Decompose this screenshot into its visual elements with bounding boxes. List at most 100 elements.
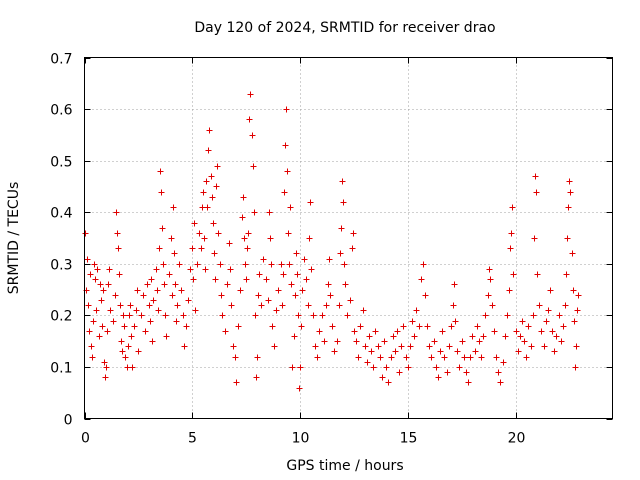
data-point xyxy=(87,271,94,278)
data-point xyxy=(285,230,292,237)
data-point xyxy=(242,261,249,268)
data-point xyxy=(96,333,103,340)
data-point xyxy=(222,328,229,335)
data-point xyxy=(433,364,440,371)
data-point xyxy=(106,266,113,273)
data-point xyxy=(409,318,416,325)
y-tick-label: 0.2 xyxy=(50,309,72,325)
y-tick-label: 0 xyxy=(64,413,73,429)
y-tick-label: 0.5 xyxy=(50,155,72,171)
data-point xyxy=(413,307,420,314)
data-point xyxy=(282,142,289,149)
data-point xyxy=(536,302,543,309)
data-point xyxy=(305,302,312,309)
data-point xyxy=(424,323,431,330)
data-point xyxy=(517,333,524,340)
data-point xyxy=(114,230,121,237)
data-point xyxy=(336,302,343,309)
data-point xyxy=(478,354,485,361)
data-point xyxy=(491,328,498,335)
data-point xyxy=(280,271,287,278)
data-point xyxy=(558,338,565,345)
data-point xyxy=(204,204,211,211)
data-point xyxy=(161,281,168,288)
data-point xyxy=(84,256,91,263)
y-tick-label: 0.1 xyxy=(50,361,72,377)
data-point xyxy=(176,261,183,268)
data-point xyxy=(148,276,155,283)
data-point xyxy=(254,354,261,361)
data-point xyxy=(196,230,203,237)
data-point xyxy=(85,302,92,309)
data-point xyxy=(267,235,274,242)
data-point xyxy=(157,168,164,175)
data-point xyxy=(341,261,348,268)
data-point xyxy=(122,354,129,361)
data-point xyxy=(232,354,239,361)
data-point xyxy=(120,312,127,319)
data-point xyxy=(208,173,215,180)
data-point xyxy=(504,312,511,319)
data-point xyxy=(467,354,474,361)
data-point xyxy=(525,323,532,330)
data-point xyxy=(190,276,197,283)
data-point xyxy=(189,245,196,252)
data-point xyxy=(306,235,313,242)
data-point xyxy=(228,302,235,309)
data-point xyxy=(515,348,522,355)
data-point xyxy=(283,106,290,113)
data-point xyxy=(235,323,242,330)
data-point xyxy=(174,302,181,309)
data-point xyxy=(142,328,149,335)
data-point xyxy=(339,178,346,185)
data-point xyxy=(431,338,438,345)
data-point xyxy=(260,256,267,263)
data-point xyxy=(567,189,574,196)
data-point xyxy=(287,204,294,211)
data-point xyxy=(279,302,286,309)
data-point xyxy=(396,369,403,376)
data-point xyxy=(88,343,95,350)
data-point xyxy=(94,266,101,273)
data-point xyxy=(162,312,169,319)
data-point xyxy=(312,343,319,350)
data-point xyxy=(400,323,407,330)
data-point xyxy=(392,348,399,355)
data-point xyxy=(178,287,185,294)
data-point xyxy=(364,359,371,366)
data-point xyxy=(110,318,117,325)
data-point xyxy=(191,220,198,227)
data-point xyxy=(543,318,550,325)
data-point xyxy=(146,302,153,309)
data-point xyxy=(90,318,97,325)
data-point xyxy=(115,245,122,252)
y-tick-label: 0.4 xyxy=(50,206,72,222)
data-point xyxy=(170,204,177,211)
data-point xyxy=(533,189,540,196)
data-point xyxy=(187,266,194,273)
data-point xyxy=(117,302,124,309)
data-point xyxy=(265,297,272,304)
data-point xyxy=(273,307,280,314)
data-point xyxy=(160,261,167,268)
data-point xyxy=(102,374,109,381)
data-point xyxy=(377,354,384,361)
data-point xyxy=(556,312,563,319)
data-point xyxy=(250,163,257,170)
data-point xyxy=(133,307,140,314)
data-point xyxy=(500,359,507,366)
data-point xyxy=(156,245,163,252)
data-point xyxy=(206,127,213,134)
data-point xyxy=(212,276,219,283)
data-point xyxy=(487,276,494,283)
data-point xyxy=(246,116,253,123)
data-point xyxy=(303,276,310,283)
data-point xyxy=(171,250,178,257)
data-point xyxy=(541,343,548,350)
data-point xyxy=(562,302,569,309)
data-point xyxy=(502,333,509,340)
data-point xyxy=(549,328,556,335)
data-point xyxy=(513,328,520,335)
data-point xyxy=(342,281,349,288)
